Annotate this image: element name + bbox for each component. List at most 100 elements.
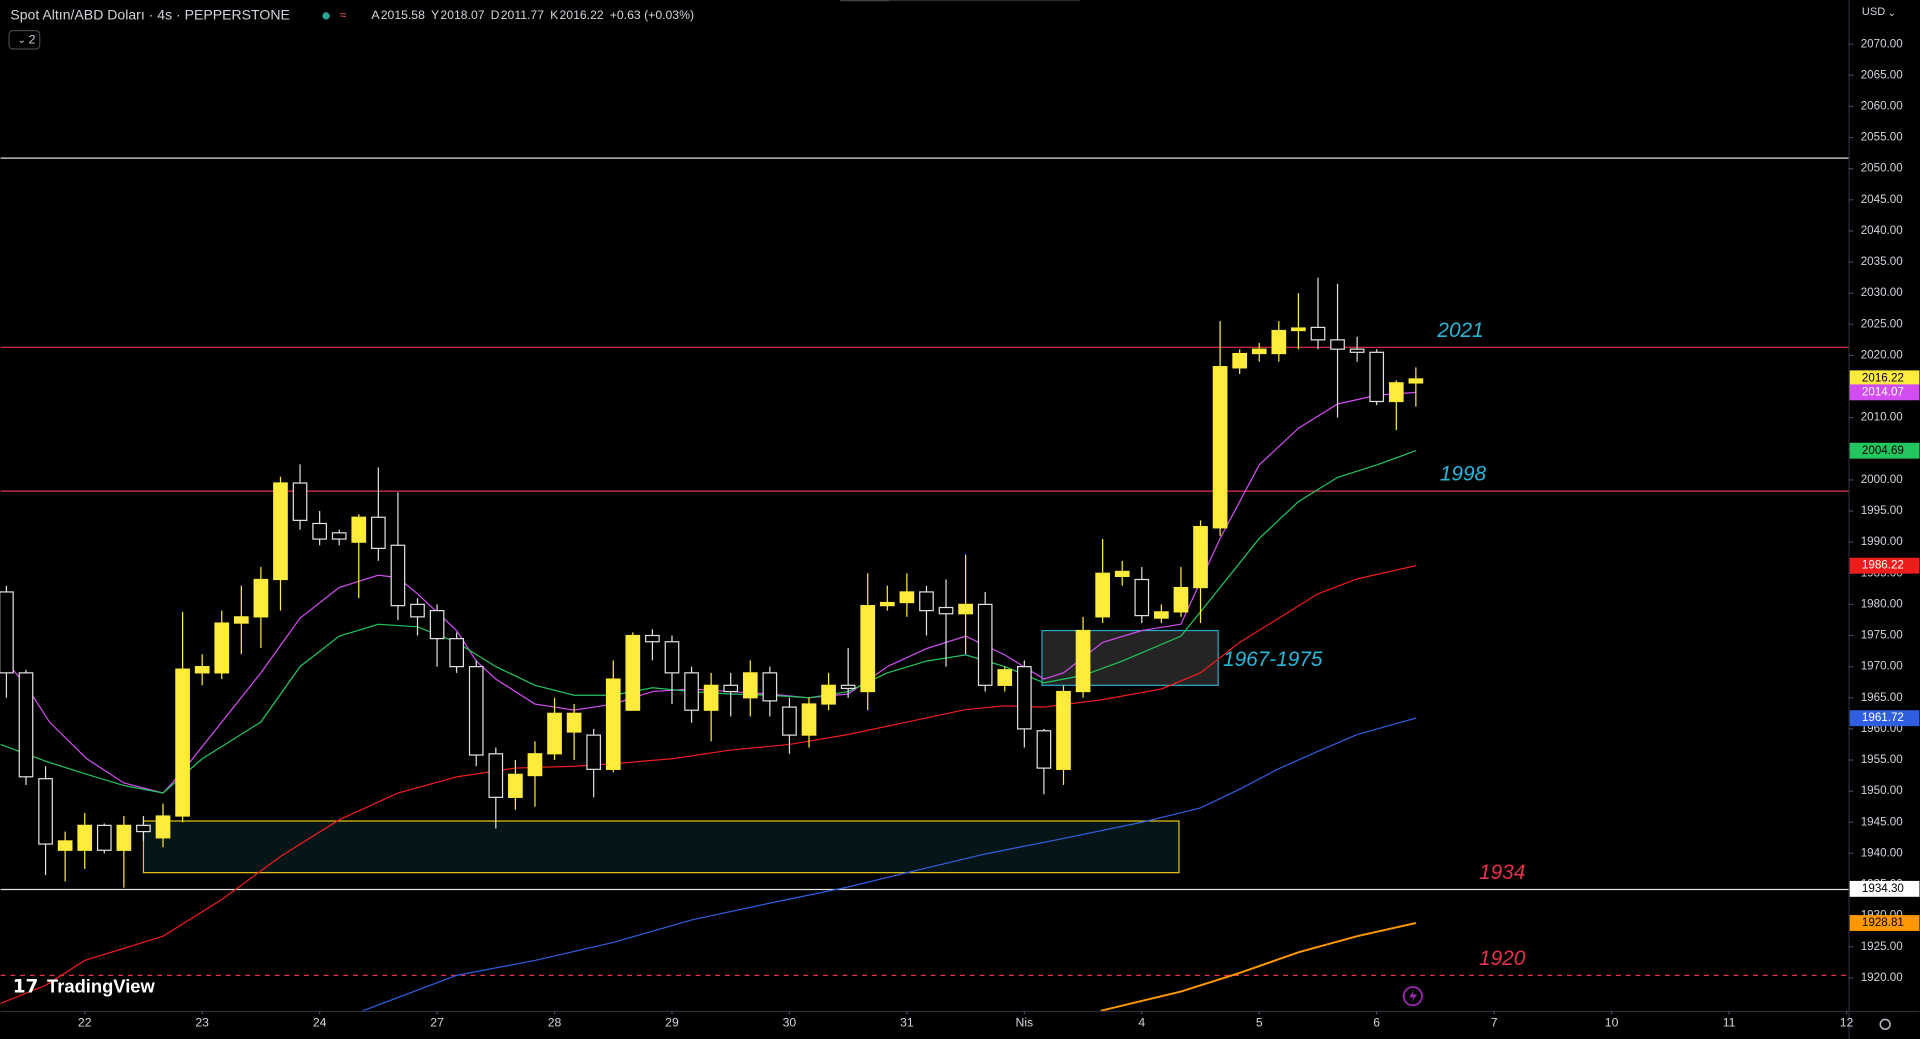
candle-body bbox=[468, 666, 484, 756]
candle-body bbox=[429, 610, 445, 640]
candle-body bbox=[1154, 611, 1169, 619]
candle-body bbox=[1134, 578, 1150, 617]
candle-body bbox=[136, 824, 151, 833]
candle-body bbox=[57, 840, 73, 851]
moving-average bbox=[1100, 922, 1417, 1012]
candle-body bbox=[312, 522, 327, 540]
candle-body bbox=[1017, 666, 1032, 730]
level-label: 1920 bbox=[1479, 947, 1526, 970]
candle-body bbox=[703, 684, 719, 711]
y-tick-label: 1955.00 bbox=[1861, 753, 1903, 766]
candle-body bbox=[821, 684, 836, 705]
y-tick-label: 2000.00 bbox=[1861, 473, 1903, 486]
price-tag bbox=[1849, 710, 1920, 727]
x-tick-label: 30 bbox=[783, 1015, 797, 1029]
price-tag-label: 1986.22 bbox=[1862, 559, 1904, 572]
status-icon: ≈ bbox=[340, 8, 347, 22]
candle-body bbox=[331, 532, 347, 540]
y-tick-label: 1995.00 bbox=[1861, 504, 1903, 517]
y-tick-label: 2040.00 bbox=[1861, 224, 1903, 237]
replay-icon[interactable] bbox=[1402, 986, 1423, 1007]
price-tag bbox=[1849, 915, 1920, 931]
moving-average bbox=[362, 717, 1417, 1012]
ohlc-label: A bbox=[371, 8, 380, 22]
candle-body bbox=[273, 482, 288, 581]
level-label: 1998 bbox=[1440, 463, 1487, 486]
candle-body bbox=[351, 516, 367, 543]
candle-body bbox=[371, 516, 386, 549]
candle-body bbox=[1036, 730, 1052, 769]
settings-icon[interactable] bbox=[1879, 1018, 1891, 1031]
symbol-title[interactable]: Spot Altın/ABD Doları · 4s · PEPPERSTONE bbox=[10, 7, 290, 23]
currency-chevron: ⌄ bbox=[1888, 8, 1896, 19]
x-tick-label: 4 bbox=[1138, 1015, 1145, 1029]
y-tick-label: 1965.00 bbox=[1861, 691, 1903, 704]
currency[interactable]: USD bbox=[1862, 6, 1885, 18]
x-tick-label: 7 bbox=[1491, 1015, 1498, 1029]
candle-body bbox=[155, 815, 171, 839]
y-tick-label: 1920.00 bbox=[1861, 971, 1903, 984]
level-label: 1934 bbox=[1479, 861, 1525, 884]
price-tag bbox=[1849, 557, 1920, 574]
candle-body bbox=[1095, 572, 1110, 618]
ohlc-label: Y bbox=[431, 8, 439, 22]
status-dot bbox=[322, 12, 330, 20]
candle-body bbox=[919, 591, 934, 612]
candle-body bbox=[233, 616, 249, 624]
candle-body bbox=[1291, 327, 1306, 332]
y-tick-label: 2020.00 bbox=[1861, 348, 1903, 361]
price-tag bbox=[1849, 880, 1920, 897]
y-tick-label: 1945.00 bbox=[1861, 815, 1903, 828]
candle-body bbox=[1075, 629, 1091, 693]
candle-body bbox=[879, 601, 895, 607]
x-tick-label: 22 bbox=[78, 1015, 92, 1029]
candle-body bbox=[1173, 586, 1189, 613]
candle-body bbox=[801, 703, 817, 736]
candle-body bbox=[625, 634, 641, 711]
candle-body bbox=[1193, 525, 1208, 589]
candle-body bbox=[508, 773, 523, 798]
x-tick-label: 11 bbox=[1723, 1015, 1736, 1029]
y-tick-label: 1980.00 bbox=[1861, 597, 1903, 610]
candle-body bbox=[116, 824, 132, 851]
candle-body bbox=[390, 544, 406, 607]
candle-body bbox=[38, 778, 53, 845]
indicator-toggle[interactable] bbox=[8, 29, 41, 50]
y-tick-label: 2070.00 bbox=[1861, 37, 1903, 50]
brand-icon: 𝟭𝟳 bbox=[13, 975, 39, 996]
zone bbox=[142, 820, 1180, 874]
candle-body bbox=[997, 669, 1013, 686]
candle-body bbox=[488, 753, 504, 798]
candle-body bbox=[664, 641, 680, 674]
candle-body bbox=[1349, 348, 1365, 353]
candle-body bbox=[292, 482, 308, 521]
y-tick-label: 2060.00 bbox=[1861, 100, 1903, 113]
price-tag-label: 1928.81 bbox=[1862, 916, 1904, 929]
candle-body bbox=[977, 603, 993, 686]
price-tag bbox=[1849, 384, 1920, 401]
y-tick-label: 2010.00 bbox=[1861, 411, 1903, 424]
candle-body bbox=[684, 672, 699, 711]
candle-body bbox=[1271, 329, 1287, 355]
candle-body bbox=[1212, 366, 1228, 529]
zone-label: 1967-1975 bbox=[1223, 648, 1323, 671]
candle-body bbox=[782, 706, 797, 736]
candle-body bbox=[566, 712, 582, 733]
candle-body bbox=[742, 672, 758, 699]
price-tag-label: 2014.07 bbox=[1862, 385, 1904, 398]
candle-body bbox=[77, 824, 93, 851]
candle-body bbox=[194, 666, 210, 674]
candle-body bbox=[547, 712, 562, 755]
candle-body bbox=[214, 622, 230, 674]
x-tick-label: 27 bbox=[430, 1015, 444, 1029]
candle-body bbox=[723, 684, 739, 693]
candle-body bbox=[1330, 339, 1345, 350]
x-tick-label: 28 bbox=[548, 1015, 562, 1029]
x-tick-label: 29 bbox=[665, 1015, 679, 1029]
candle-body bbox=[1114, 570, 1130, 577]
candle-body bbox=[1388, 382, 1404, 403]
brand[interactable]: TradingView bbox=[47, 975, 155, 996]
price-tag-label: 1961.72 bbox=[1862, 711, 1904, 724]
